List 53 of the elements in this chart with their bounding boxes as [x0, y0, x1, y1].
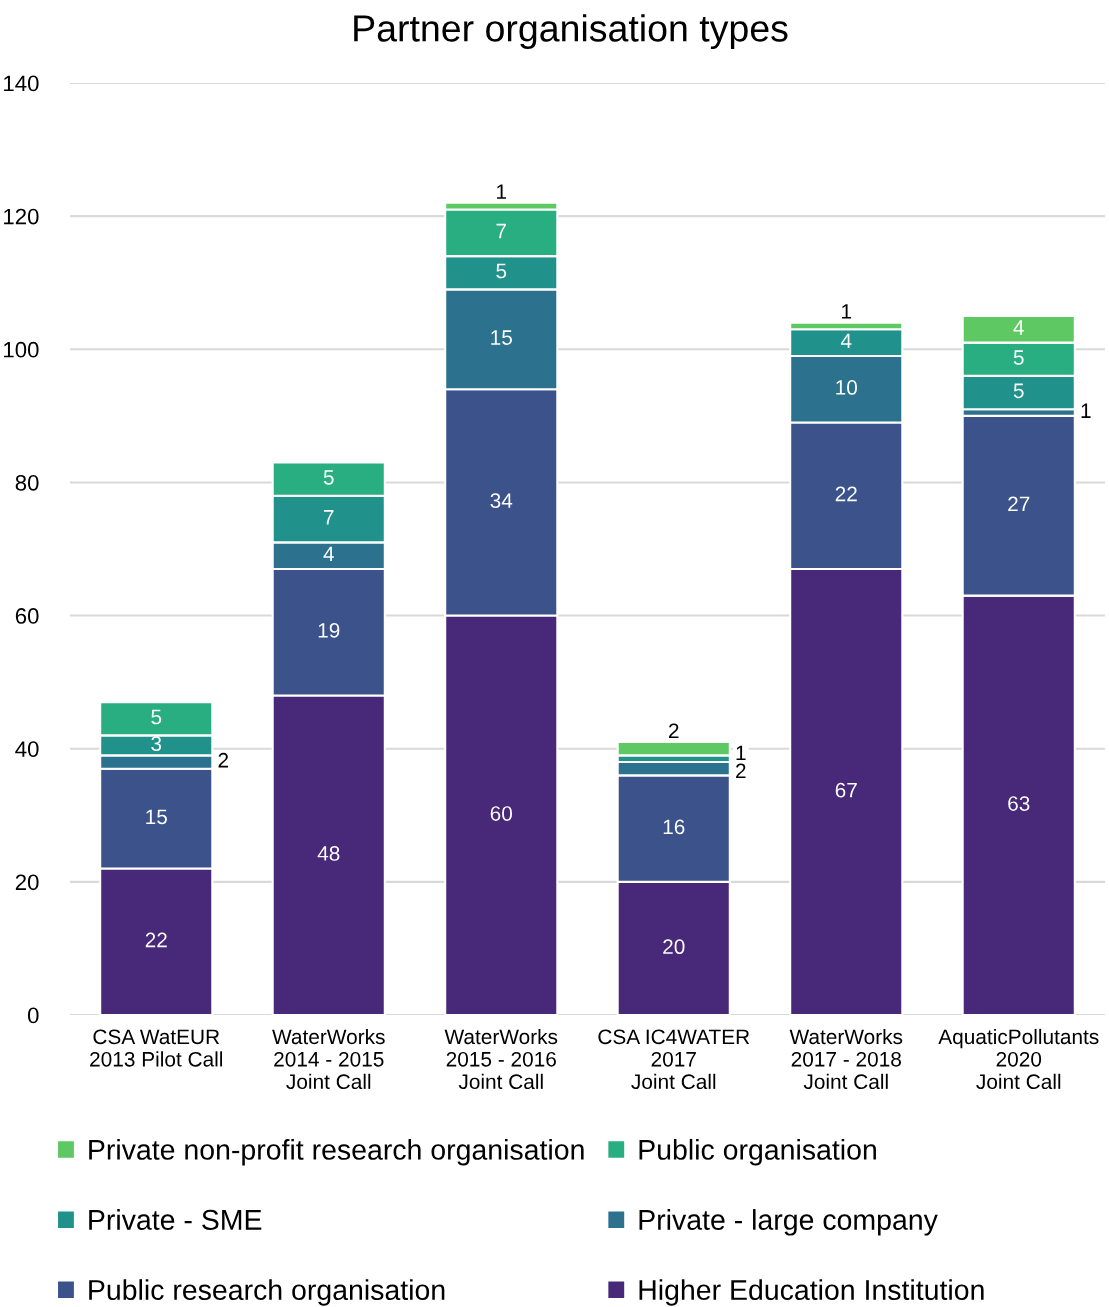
- y-tick-label: 0: [27, 1007, 39, 1024]
- data-label: 5: [1013, 383, 1024, 399]
- legend-label: Public research organisation: [89, 1279, 445, 1306]
- legend-label: Higher Education Institution: [639, 1279, 984, 1306]
- y-tick-label: 140: [4, 75, 39, 92]
- x-tick-label: CSA IC4WATER 2017 Joint Call: [598, 1029, 750, 1090]
- data-label: 15: [491, 330, 512, 345]
- data-label: 1: [842, 304, 852, 319]
- x-tick-label: WaterWorks 2014 - 2015 Joint Call: [272, 1028, 385, 1090]
- data-label: 15: [146, 809, 167, 825]
- x-tick-label: WaterWorks 2015 - 2016 Joint Call: [444, 1028, 558, 1090]
- legend-label: Private - SME: [89, 1209, 262, 1230]
- data-label: 5: [323, 470, 334, 485]
- data-label: 7: [496, 223, 506, 239]
- data-label: 2: [218, 752, 229, 768]
- data-label: 4: [840, 333, 852, 349]
- data-label: 60: [490, 806, 513, 821]
- data-label: 7: [324, 510, 334, 525]
- data-label: 20: [663, 939, 685, 955]
- y-tick-label: 100: [4, 341, 39, 358]
- y-tick-label: 80: [15, 474, 39, 491]
- data-label: 19: [318, 623, 340, 638]
- y-tick-label: 60: [15, 608, 39, 624]
- data-label: 1: [1081, 403, 1091, 418]
- data-label: 4: [323, 546, 334, 562]
- x-tick-label: WaterWorks 2017 - 2018 Joint Call: [789, 1028, 903, 1090]
- data-label: 67: [835, 782, 857, 798]
- data-label: 4: [1013, 320, 1024, 335]
- x-tick-label: AquaticPollutants 2020 Joint Call: [938, 1028, 1099, 1090]
- data-label: 10: [836, 380, 858, 395]
- data-label: 3: [151, 736, 162, 751]
- data-label: 1: [736, 745, 746, 761]
- x-tick-label: CSA WatEUR 2013 Pilot Call: [90, 1029, 223, 1067]
- data-label: 1: [497, 184, 507, 199]
- data-label: 5: [151, 709, 162, 725]
- data-label: 5: [1013, 350, 1024, 365]
- data-label: 27: [1008, 496, 1030, 512]
- data-label: 5: [496, 263, 507, 279]
- y-tick-label: 20: [15, 874, 39, 891]
- chart-title: Partner organisation types: [354, 14, 788, 50]
- legend-label: Private - large company: [639, 1209, 938, 1236]
- data-label: 22: [835, 486, 857, 502]
- y-tick-label: 120: [4, 208, 39, 225]
- data-label: 16: [663, 819, 685, 835]
- legend-label: Public organisation: [639, 1138, 876, 1166]
- legend-label: Private non-profit research organisation: [89, 1138, 584, 1166]
- y-tick-label: 40: [15, 741, 39, 757]
- data-label: 22: [145, 932, 167, 948]
- data-label: 63: [1008, 796, 1030, 811]
- data-label: 2: [736, 763, 746, 779]
- data-label: 48: [317, 846, 340, 861]
- data-label: 2: [669, 723, 679, 738]
- data-label: 34: [490, 493, 513, 508]
